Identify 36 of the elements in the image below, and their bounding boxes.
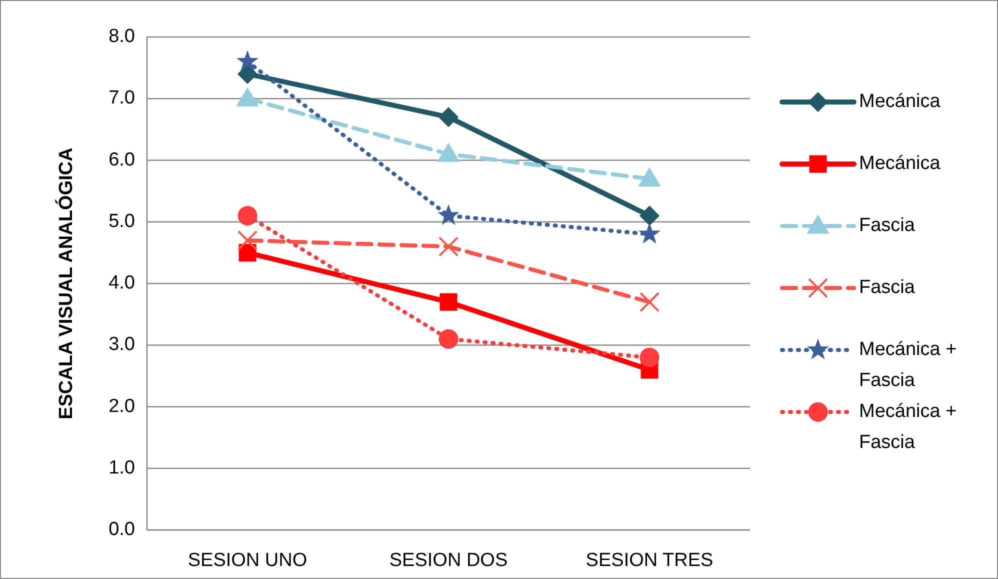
y-tick-label: 7.0 [108, 88, 135, 109]
point [638, 168, 660, 186]
point [640, 292, 660, 312]
x-tick-label: SESION TRES [586, 550, 714, 571]
legend-label: Mecánica [859, 153, 941, 174]
y-tick-label: 5.0 [108, 210, 135, 232]
legend-label: Fascia [859, 215, 916, 236]
point [640, 206, 660, 226]
point [438, 329, 458, 349]
point [640, 348, 660, 368]
point [639, 224, 660, 243]
point [238, 206, 258, 226]
legend-label: Mecánica + Fascia [859, 339, 957, 392]
y-tick-label: 8.0 [108, 26, 135, 48]
x-tick-label: SESION DOS [389, 550, 508, 571]
point [238, 64, 258, 84]
point [236, 88, 258, 106]
x-tick-label: SESION UNO [188, 550, 308, 571]
point [438, 143, 460, 162]
point [438, 107, 458, 127]
legend-label: Mecánica [859, 91, 941, 112]
y-tick-label: 6.0 [108, 149, 135, 170]
point [438, 205, 459, 224]
point [238, 230, 258, 250]
legend-label: Mecánica + Fascia [859, 401, 957, 454]
point [440, 293, 458, 311]
y-tick-label: 3.0 [108, 334, 135, 356]
point [438, 236, 458, 257]
y-tick-label: 2.0 [108, 396, 135, 417]
legend-label: Fascia [859, 277, 916, 298]
y-tick-label: 0.0 [108, 519, 135, 540]
point [238, 244, 256, 262]
y-tick-label: 4.0 [108, 272, 135, 294]
point [237, 51, 258, 70]
y-axis-title: ESCALA VISUAL ANALÓGICA [55, 147, 77, 420]
y-tick-label: 1.0 [108, 457, 135, 478]
